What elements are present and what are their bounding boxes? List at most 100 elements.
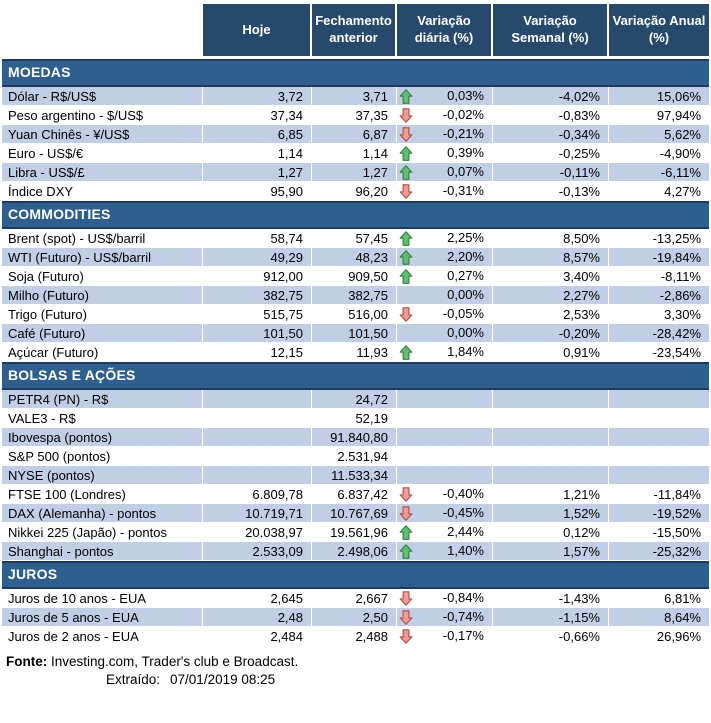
- down-arrow: [399, 506, 414, 521]
- cell-hoje: 3,72: [203, 87, 312, 106]
- row-label: Shanghai - pontos: [2, 542, 203, 561]
- header-row: Hoje Fechamento anterior Variação diária…: [2, 4, 709, 59]
- cell-variacao-anual: [609, 447, 709, 466]
- table-row: Dólar - R$/US$ 3,72 3,71 0,03% -4,02% 15,06%: [2, 87, 709, 106]
- variacao-diaria-value: -0,45%: [442, 505, 484, 520]
- row-label: Ibovespa (pontos): [2, 428, 203, 447]
- down-arrow: [399, 108, 414, 123]
- table-row: Milho (Futuro) 382,75 382,75 0,00% 2,27% -2,8…: [2, 286, 709, 305]
- table-row: VALE3 - R$ 52,19: [2, 409, 709, 428]
- cell-hoje: 912,00: [203, 267, 312, 286]
- variacao-diaria-value: -0,05%: [442, 306, 484, 321]
- cell-variacao-semanal: 1,57%: [493, 542, 609, 561]
- cell-fechamento-anterior: 2.498,06: [312, 542, 397, 561]
- cell-fechamento-anterior: 10.767,69: [312, 504, 397, 523]
- table-row: Yuan Chinês - ¥/US$ 6,85 6,87 -0,21% -0,34% 5…: [2, 125, 709, 144]
- cell-variacao-diaria: 1,40%: [397, 542, 493, 561]
- down-arrow: [399, 487, 414, 502]
- variacao-diaria-value: 0,00%: [447, 325, 484, 340]
- table-row: Libra - US$/£ 1,27 1,27 0,07% -0,11% -6,11%: [2, 163, 709, 182]
- cell-variacao-semanal: -1,43%: [493, 589, 609, 608]
- row-label: Juros de 10 anos - EUA: [2, 589, 203, 608]
- cell-hoje: 58,74: [203, 229, 312, 248]
- cell-variacao-diaria: [397, 447, 493, 466]
- cell-variacao-anual: 6,81%: [609, 589, 709, 608]
- up-arrow: [399, 345, 414, 360]
- cell-hoje: 6.809,78: [203, 485, 312, 504]
- cell-variacao-semanal: 2,53%: [493, 305, 609, 324]
- cell-hoje: [203, 409, 312, 428]
- cell-variacao-semanal: 2,27%: [493, 286, 609, 305]
- row-label: PETR4 (PN) - R$: [2, 390, 203, 409]
- cell-hoje: 2,484: [203, 627, 312, 646]
- row-label: NYSE (pontos): [2, 466, 203, 485]
- cell-variacao-semanal: 1,52%: [493, 504, 609, 523]
- row-label: Dólar - R$/US$: [2, 87, 203, 106]
- cell-variacao-semanal: [493, 428, 609, 447]
- cell-variacao-diaria: 1,84%: [397, 343, 493, 362]
- down-arrow-icon: [399, 307, 413, 322]
- cell-variacao-anual: -6,11%: [609, 163, 709, 182]
- cell-variacao-anual: [609, 409, 709, 428]
- table-row: Brent (spot) - US$/barril 58,74 57,45 2,25%…: [2, 229, 709, 248]
- table-row: Peso argentino - $/US$ 37,34 37,35 -0,02% -0…: [2, 106, 709, 125]
- section-title: COMMODITIES: [2, 201, 709, 229]
- row-label: Libra - US$/£: [2, 163, 203, 182]
- cell-fechamento-anterior: 37,35: [312, 106, 397, 125]
- cell-variacao-semanal: 1,21%: [493, 485, 609, 504]
- variacao-diaria-value: -0,31%: [442, 183, 484, 198]
- row-label: Nikkei 225 (Japão) - pontos: [2, 523, 203, 542]
- cell-variacao-diaria: [397, 428, 493, 447]
- cell-variacao-diaria: -0,31%: [397, 182, 493, 201]
- table-row: PETR4 (PN) - R$ 24,72: [2, 390, 709, 409]
- row-label: Brent (spot) - US$/barril: [2, 229, 203, 248]
- table-row: Shanghai - pontos 2.533,09 2.498,06 1,40% 1,…: [2, 542, 709, 561]
- variacao-diaria-value: -0,84%: [442, 590, 484, 605]
- cell-fechamento-anterior: 52,19: [312, 409, 397, 428]
- up-arrow-icon: [399, 146, 413, 161]
- cell-variacao-semanal: -1,15%: [493, 608, 609, 627]
- cell-hoje: 1,27: [203, 163, 312, 182]
- row-label: Juros de 5 anos - EUA: [2, 608, 203, 627]
- up-arrow: [399, 250, 414, 265]
- cell-fechamento-anterior: 91.840,80: [312, 428, 397, 447]
- cell-variacao-diaria: [397, 390, 493, 409]
- down-arrow: [399, 184, 414, 199]
- up-arrow-icon: [399, 269, 413, 284]
- up-arrow-icon: [399, 165, 413, 180]
- cell-hoje: 1,14: [203, 144, 312, 163]
- col-header-variacao-anual: Variação Anual (%): [609, 4, 709, 59]
- extraido-label: Extraído:: [106, 672, 161, 688]
- cell-variacao-semanal: [493, 466, 609, 485]
- down-arrow: [399, 127, 414, 142]
- table-row: S&P 500 (pontos) 2.531,94: [2, 447, 709, 466]
- cell-variacao-diaria: 0,07%: [397, 163, 493, 182]
- cell-variacao-diaria: 2,25%: [397, 229, 493, 248]
- table-row: Índice DXY 95,90 96,20 -0,31% -0,13% 4,27%: [2, 182, 709, 201]
- row-label: WTI (Futuro) - US$/barril: [2, 248, 203, 267]
- cell-variacao-anual: 5,62%: [609, 125, 709, 144]
- section-band: JUROS: [2, 561, 709, 589]
- cell-variacao-anual: -11,84%: [609, 485, 709, 504]
- cell-variacao-diaria: -0,84%: [397, 589, 493, 608]
- row-label: Milho (Futuro): [2, 286, 203, 305]
- up-arrow: [399, 269, 414, 284]
- cell-hoje: [203, 447, 312, 466]
- cell-variacao-semanal: 8,57%: [493, 248, 609, 267]
- cell-variacao-anual: 4,27%: [609, 182, 709, 201]
- cell-variacao-diaria: 0,03%: [397, 87, 493, 106]
- cell-variacao-diaria: -0,45%: [397, 504, 493, 523]
- down-arrow: [399, 629, 414, 644]
- table-row: Açúcar (Futuro) 12,15 11,93 1,84% 0,91% -23,5…: [2, 343, 709, 362]
- variacao-diaria-value: -0,17%: [442, 628, 484, 643]
- cell-variacao-anual: [609, 428, 709, 447]
- row-label: Yuan Chinês - ¥/US$: [2, 125, 203, 144]
- up-arrow: [399, 231, 414, 246]
- source-label: Fonte:: [6, 654, 48, 669]
- variacao-diaria-value: 2,44%: [447, 524, 484, 539]
- cell-hoje: 2,48: [203, 608, 312, 627]
- up-arrow-icon: [399, 89, 413, 104]
- cell-hoje: 49,29: [203, 248, 312, 267]
- down-arrow-icon: [399, 591, 413, 606]
- down-arrow-icon: [399, 487, 413, 502]
